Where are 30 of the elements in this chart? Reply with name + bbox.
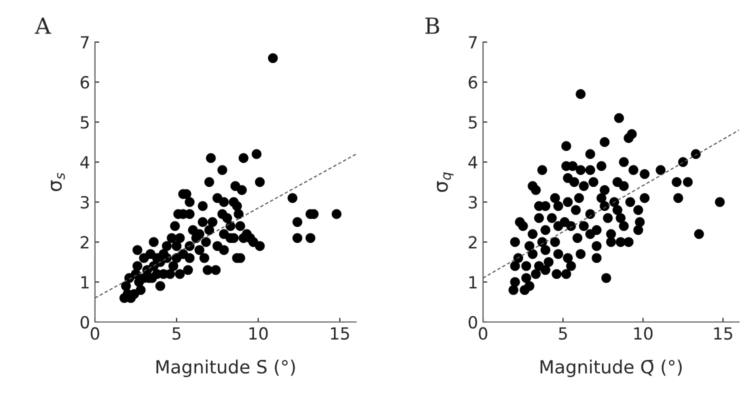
y-axis-title: σ$_{q}$ [436,172,454,192]
x-tick-label: 5 [172,327,180,340]
y-tick-label: 6 [80,76,90,89]
x-tick-label: 5 [559,327,567,340]
y-tick-label: 5 [80,116,89,129]
y-tick-label: 0 [80,316,90,329]
x-tick-label: 15 [331,327,349,340]
y-tick-label: 2 [468,236,477,248]
y-axis-title: σ$_{s}$ [50,172,65,192]
x-tick-label: 10 [634,327,653,340]
chart-title: B [425,18,440,34]
y-tick-label: 7 [80,36,89,48]
y-tick-label: 1 [469,276,477,288]
y-tick-label: 1 [81,276,89,288]
chart-title: A [34,18,52,34]
x-tick-label: 10 [249,327,268,340]
x-axis-title: Magnitude Q̄ (°) [540,360,682,378]
x-tick-label: 15 [714,327,732,340]
y-tick-label: 0 [468,316,478,329]
y-tick-label: 2 [80,236,88,248]
y-tick-label: 4 [468,156,478,168]
x-tick-label: 0 [478,327,488,340]
y-tick-label: 5 [468,116,477,129]
y-tick-label: 3 [80,196,89,209]
x-axis-title: Magnitude S̄ (°) [156,360,295,378]
y-tick-label: 7 [468,36,477,48]
y-tick-label: 4 [80,156,90,168]
y-tick-label: 6 [468,76,478,89]
x-tick-label: 0 [90,327,100,340]
y-tick-label: 3 [468,196,477,209]
